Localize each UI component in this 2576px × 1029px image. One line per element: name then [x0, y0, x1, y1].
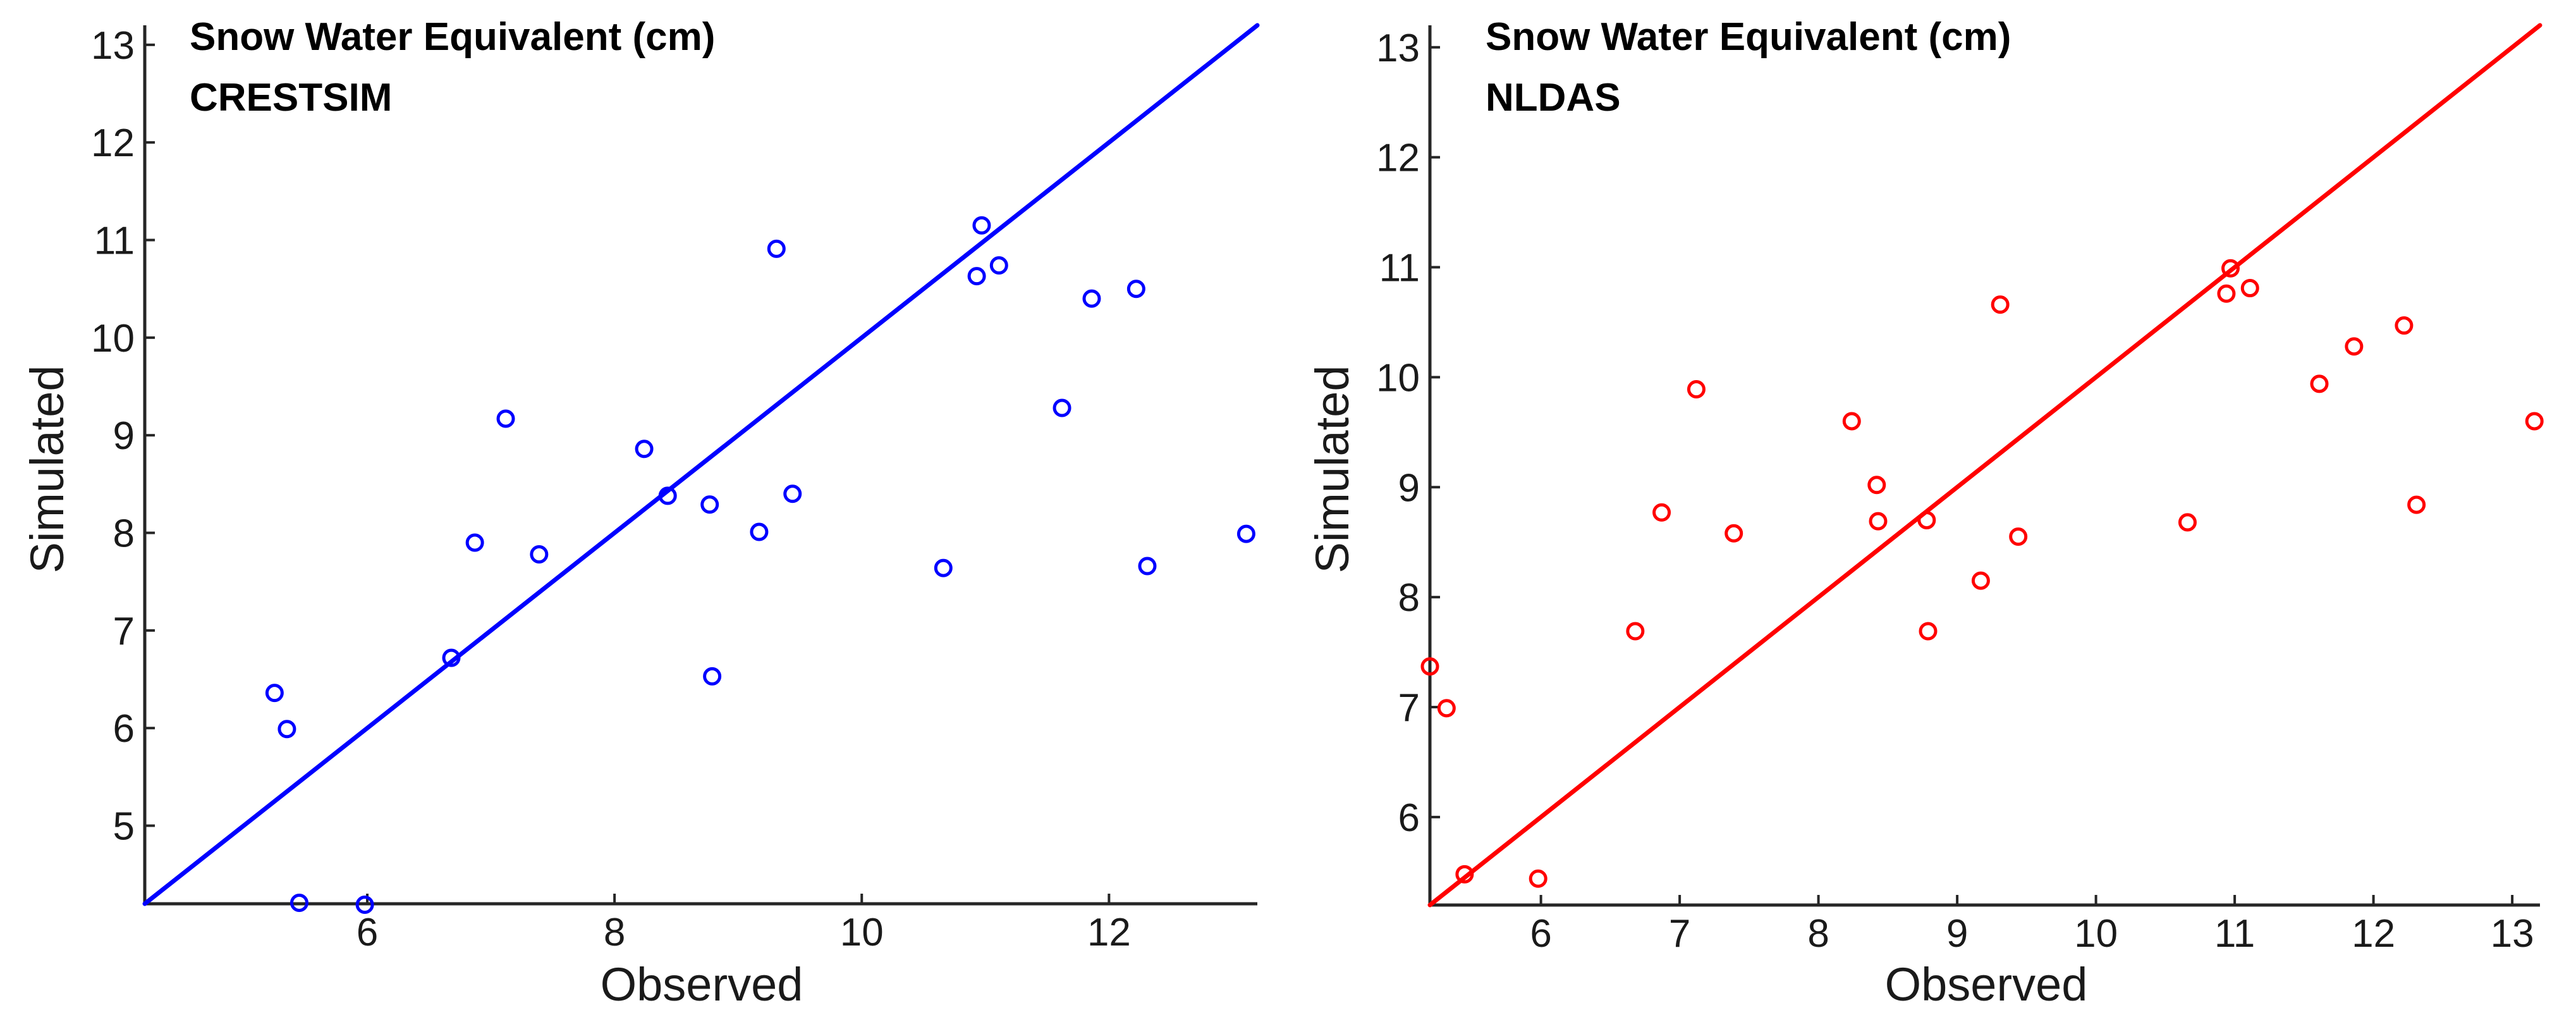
right-data-point — [1917, 510, 1936, 529]
left-data-point — [1126, 280, 1145, 299]
left-chart-subtitle: CRESTSIM — [190, 76, 392, 120]
right-data-point — [2240, 279, 2259, 298]
left-data-point — [783, 484, 802, 503]
left-y-tick-label: 6 — [113, 707, 135, 751]
right-data-point — [1652, 503, 1671, 522]
left-y-tick-label: 12 — [91, 121, 135, 165]
right-y-axis-label: Simulated — [1306, 365, 1358, 573]
right-data-point — [2221, 259, 2240, 278]
right-data-point — [2178, 513, 2197, 532]
left-data-point — [934, 558, 953, 577]
right-x-tick-label: 8 — [1807, 912, 1829, 956]
right-x-tick-label: 9 — [1946, 912, 1968, 956]
right-data-point — [1626, 622, 1645, 641]
left-data-point — [442, 648, 461, 667]
right-data-point — [1991, 295, 2010, 314]
right-data-point — [1724, 524, 1743, 543]
right-tick-group: 6 7 8 9 10 11 12 13 6 7 8 9 10 11 12 13 — [1376, 27, 2534, 956]
left-data-point — [1236, 524, 1255, 543]
right-y-tick-label: 11 — [1379, 247, 1420, 290]
left-y-axis-label: Simulated — [21, 365, 73, 573]
left-data-point — [290, 893, 308, 912]
right-x-tick-label: 7 — [1669, 912, 1690, 956]
right-data-point — [1437, 699, 1456, 718]
left-data-point — [989, 256, 1008, 275]
right-y-tick-label: 12 — [1376, 137, 1420, 180]
left-y-tick-label: 8 — [113, 512, 135, 556]
right-y-tick-label: 6 — [1398, 796, 1420, 840]
left-y-tick-label: 9 — [113, 414, 135, 458]
left-data-point — [278, 720, 296, 739]
left-data-point — [635, 440, 654, 459]
right-data-point — [2525, 412, 2544, 431]
left-y-tick-label: 11 — [94, 219, 135, 263]
right-y-tick-label: 8 — [1398, 576, 1420, 620]
left-data-point — [1053, 398, 1071, 417]
right-data-point — [1420, 657, 1439, 676]
right-y-tick-label: 10 — [1376, 356, 1420, 400]
left-x-tick-label: 10 — [840, 911, 884, 954]
right-data-point — [1687, 380, 1706, 399]
right-chart-title: Snow Water Equivalent (cm) — [1486, 15, 2011, 59]
left-data-point — [700, 495, 719, 514]
left-y-tick-label: 13 — [91, 24, 135, 68]
right-data-point — [1869, 512, 1888, 531]
left-data-point — [530, 545, 549, 564]
right-x-tick-label: 6 — [1530, 912, 1551, 956]
right-chart-subtitle: NLDAS — [1486, 76, 1621, 120]
right-data-point — [2407, 495, 2426, 514]
right-y-tick-label: 9 — [1398, 466, 1420, 510]
right-data-point — [2395, 316, 2414, 335]
left-marks-group — [142, 23, 1260, 915]
left-x-tick-label: 6 — [357, 911, 378, 954]
left-data-point — [972, 216, 991, 235]
right-data-point — [2009, 527, 2028, 546]
left-fit-line — [142, 23, 1260, 906]
left-data-point — [767, 239, 786, 258]
left-data-point — [703, 667, 722, 686]
crestsim-scatter-chart: 6 8 10 12 5 6 7 8 9 10 11 12 13 Snow Water Equivalen… — [21, 15, 1260, 1011]
right-data-point — [2310, 374, 2329, 393]
right-data-point — [1455, 865, 1474, 884]
right-data-point — [1971, 571, 1990, 590]
left-data-point — [465, 533, 484, 552]
left-y-tick-label: 10 — [91, 317, 135, 360]
left-chart-title: Snow Water Equivalent (cm) — [190, 15, 715, 59]
left-tick-group: 6 8 10 12 5 6 7 8 9 10 11 12 13 — [91, 24, 1131, 954]
right-data-point — [2217, 284, 2236, 303]
right-data-point — [1919, 622, 1938, 641]
left-data-point — [967, 267, 986, 286]
right-data-point — [1842, 412, 1861, 431]
right-x-tick-label: 13 — [2491, 912, 2534, 956]
left-y-tick-label: 7 — [113, 610, 135, 653]
right-marks-group — [1420, 23, 2544, 908]
left-x-tick-label: 12 — [1087, 911, 1131, 954]
left-data-point — [496, 409, 515, 428]
right-x-axis-label: Observed — [1885, 958, 2088, 1011]
nldas-scatter-chart: 6 7 8 9 10 11 12 13 6 7 8 9 10 11 12 13 Snow Water Equi… — [1306, 15, 2544, 1011]
right-x-tick-label: 12 — [2352, 912, 2395, 956]
right-x-tick-label: 11 — [2214, 912, 2255, 956]
left-data-point — [1138, 557, 1157, 576]
left-data-point — [750, 522, 769, 541]
left-x-tick-label: 8 — [604, 911, 625, 954]
right-fit-line — [1427, 23, 2542, 908]
left-data-point — [658, 486, 677, 505]
left-data-point — [265, 684, 284, 703]
left-data-point — [355, 896, 374, 915]
left-y-tick-label: 5 — [113, 805, 135, 849]
right-data-point — [2345, 337, 2364, 356]
left-data-point — [1082, 289, 1101, 308]
right-data-point — [1867, 476, 1886, 495]
right-y-tick-label: 13 — [1376, 27, 1420, 70]
right-x-tick-label: 10 — [2074, 912, 2118, 956]
left-x-axis-label: Observed — [601, 958, 803, 1011]
right-data-point — [1529, 869, 1547, 888]
right-y-tick-label: 7 — [1398, 686, 1420, 730]
